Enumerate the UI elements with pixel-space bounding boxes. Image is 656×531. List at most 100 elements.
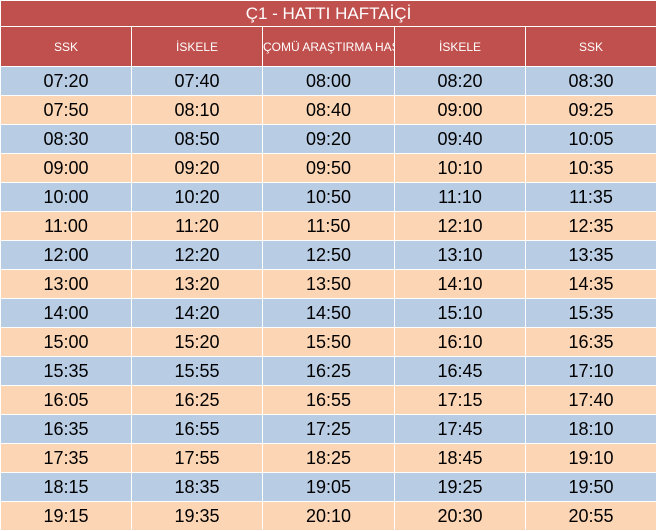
time-cell: 16:35 <box>526 328 656 357</box>
time-cell: 18:10 <box>526 415 656 444</box>
time-cell: 16:55 <box>263 386 395 415</box>
time-cell: 16:05 <box>1 386 132 415</box>
time-cell: 08:10 <box>132 96 263 125</box>
time-cell: 16:55 <box>132 415 263 444</box>
time-cell: 08:00 <box>263 67 395 96</box>
time-cell: 09:25 <box>526 96 656 125</box>
time-cell: 19:25 <box>395 473 526 502</box>
column-header-ssk-start: SSK <box>1 27 132 67</box>
time-cell: 12:35 <box>526 212 656 241</box>
time-cell: 16:25 <box>263 357 395 386</box>
time-cell: 15:20 <box>132 328 263 357</box>
time-cell: 15:35 <box>526 299 656 328</box>
time-cell: 18:35 <box>132 473 263 502</box>
time-cell: 14:00 <box>1 299 132 328</box>
time-cell: 07:40 <box>132 67 263 96</box>
time-cell: 11:20 <box>132 212 263 241</box>
header-row: SSK İSKELE ÇOMÜ ARAŞTIRMA HASTANESİ İSKE… <box>1 27 656 67</box>
time-cell: 13:20 <box>132 270 263 299</box>
time-cell: 16:35 <box>1 415 132 444</box>
time-cell: 19:10 <box>526 444 656 473</box>
time-cell: 14:10 <box>395 270 526 299</box>
time-cell: 09:00 <box>1 154 132 183</box>
time-cell: 11:00 <box>1 212 132 241</box>
time-cell: 10:50 <box>263 183 395 212</box>
time-cell: 13:50 <box>263 270 395 299</box>
time-cell: 09:40 <box>395 125 526 154</box>
column-header-iskele-return: İSKELE <box>395 27 526 67</box>
time-cell: 12:00 <box>1 241 132 270</box>
time-cell: 20:10 <box>263 502 395 531</box>
timetable-sheet: Ç1 - HATTI HAFTAİÇİ SSK İSKELE ÇOMÜ ARAŞ… <box>0 0 656 514</box>
time-cell: 07:20 <box>1 67 132 96</box>
time-cell: 17:40 <box>526 386 656 415</box>
time-cell: 19:50 <box>526 473 656 502</box>
time-cell: 17:55 <box>132 444 263 473</box>
time-cell: 15:55 <box>132 357 263 386</box>
time-cell: 14:50 <box>263 299 395 328</box>
time-cell: 19:35 <box>132 502 263 531</box>
time-cell: 16:25 <box>132 386 263 415</box>
time-cell: 17:45 <box>395 415 526 444</box>
time-cell: 19:15 <box>1 502 132 531</box>
time-cell: 11:10 <box>395 183 526 212</box>
time-cell: 12:20 <box>132 241 263 270</box>
time-cell: 10:20 <box>132 183 263 212</box>
time-cell: 12:50 <box>263 241 395 270</box>
time-cell: 17:25 <box>263 415 395 444</box>
time-cell: 13:10 <box>395 241 526 270</box>
time-cell: 10:10 <box>395 154 526 183</box>
time-cell: 14:20 <box>132 299 263 328</box>
time-cell: 07:50 <box>1 96 132 125</box>
time-cell: 10:35 <box>526 154 656 183</box>
column-header-ssk-end: SSK <box>526 27 656 67</box>
time-cell: 15:35 <box>1 357 132 386</box>
time-cell: 15:10 <box>395 299 526 328</box>
time-cell: 08:20 <box>395 67 526 96</box>
time-cell: 16:45 <box>395 357 526 386</box>
time-cell: 18:15 <box>1 473 132 502</box>
time-cell: 09:00 <box>395 96 526 125</box>
time-cell: 08:30 <box>1 125 132 154</box>
time-cell: 18:45 <box>395 444 526 473</box>
time-cell: 17:35 <box>1 444 132 473</box>
time-cell: 13:00 <box>1 270 132 299</box>
time-cell: 19:05 <box>263 473 395 502</box>
time-cell: 11:50 <box>263 212 395 241</box>
column-header-comu-hospital: ÇOMÜ ARAŞTIRMA HASTANESİ <box>263 27 395 67</box>
time-cell: 08:30 <box>526 67 656 96</box>
time-cell: 15:50 <box>263 328 395 357</box>
time-cell: 16:10 <box>395 328 526 357</box>
time-cell: 09:20 <box>132 154 263 183</box>
title-row: Ç1 - HATTI HAFTAİÇİ <box>1 1 656 27</box>
time-cell: 14:35 <box>526 270 656 299</box>
time-cell: 18:25 <box>263 444 395 473</box>
time-cell: 08:40 <box>263 96 395 125</box>
time-cell: 10:00 <box>1 183 132 212</box>
time-cell: 20:55 <box>526 502 656 531</box>
time-cell: 13:35 <box>526 241 656 270</box>
time-cell: 09:50 <box>263 154 395 183</box>
time-cell: 20:30 <box>395 502 526 531</box>
time-cell: 10:05 <box>526 125 656 154</box>
time-cell: 17:10 <box>526 357 656 386</box>
time-cell: 11:35 <box>526 183 656 212</box>
